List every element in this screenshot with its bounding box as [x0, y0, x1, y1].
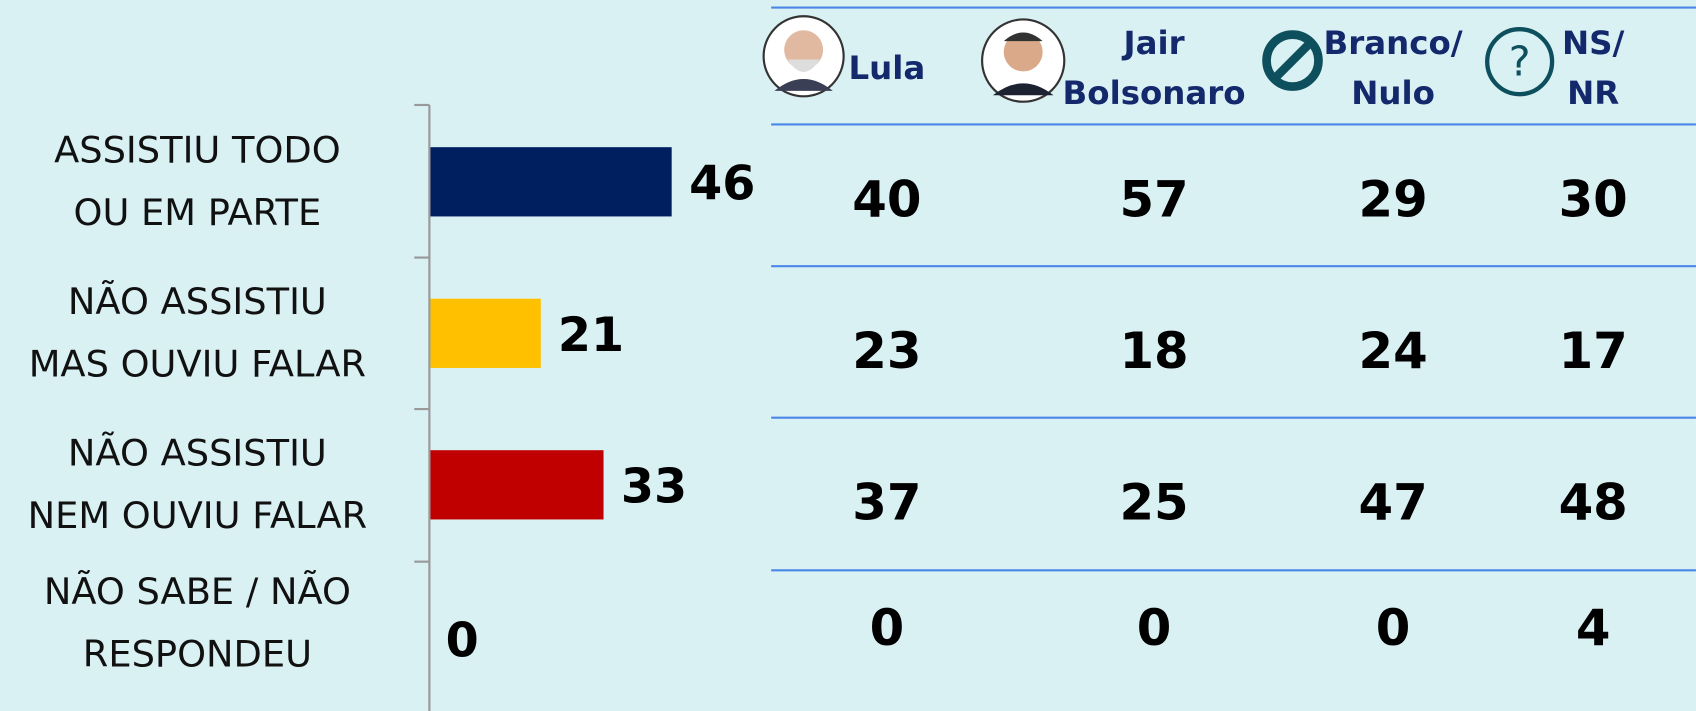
column-header: Jair Bolsonaro [1063, 19, 1246, 119]
table-cell: 57 [1046, 170, 1262, 228]
table-cell: 30 [1485, 170, 1696, 228]
table-cell: 0 [1285, 598, 1501, 656]
column-header: Branco/ Nulo [1324, 19, 1463, 119]
category-label: NÃO SABE / NÃO RESPONDEU [0, 561, 395, 687]
table-cell: 47 [1285, 473, 1501, 531]
table-cell: 29 [1285, 170, 1501, 228]
bar [430, 147, 671, 216]
category-label: NÃO ASSISTIU NEM OUVIU FALAR [0, 422, 395, 548]
table-cell: 0 [1046, 598, 1262, 656]
table-cell: 24 [1285, 321, 1501, 379]
stage: ? ASSISTIU TODO OU EM PARTE 46 NÃO ASSISTI… [0, 0, 1696, 711]
table-cell: 23 [779, 321, 995, 379]
page: {"chart_data": {"type": "bar", "orientat… [0, 0, 1696, 711]
question-icon: ? [1487, 29, 1552, 94]
table-cell: 17 [1485, 321, 1696, 379]
value-label: 33 [621, 459, 687, 514]
table-cell: 25 [1046, 473, 1262, 531]
value-label: 0 [446, 613, 479, 668]
lula-photo [764, 16, 844, 96]
column-header: NS/ NR [1562, 19, 1624, 119]
category-label: NÃO ASSISTIU MAS OUVIU FALAR [0, 271, 395, 397]
ban-icon [1267, 35, 1319, 87]
table-cell: 18 [1046, 321, 1262, 379]
table-cell: 4 [1485, 598, 1696, 656]
table-cell: 40 [779, 170, 995, 228]
svg-text:?: ? [1509, 38, 1531, 86]
table-cell: 48 [1485, 473, 1696, 531]
value-label: 21 [558, 308, 624, 363]
value-label: 46 [689, 156, 755, 211]
table-cell: 37 [779, 473, 995, 531]
bar [430, 450, 603, 519]
bolsonaro-photo [982, 19, 1064, 101]
table-cell: 0 [779, 598, 995, 656]
column-header: Lula [849, 44, 926, 94]
bar [430, 299, 540, 368]
category-label: ASSISTIU TODO OU EM PARTE [0, 119, 395, 245]
